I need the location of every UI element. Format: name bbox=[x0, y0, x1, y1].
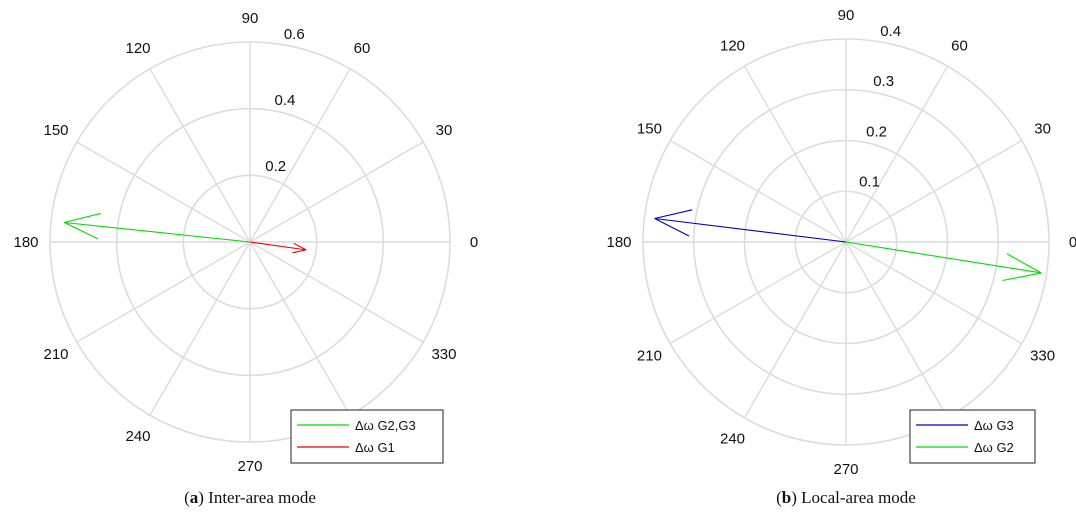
angle-tick-label: 120 bbox=[125, 40, 150, 57]
legend-entry: Δω G2,G3 bbox=[355, 418, 416, 433]
angle-tick-label: 0 bbox=[1069, 234, 1076, 251]
arrow-head bbox=[64, 221, 99, 240]
angle-tick-label: 330 bbox=[1030, 348, 1055, 365]
legend: Δω G2,G3 Δω G1 bbox=[290, 409, 444, 464]
radial-tick-label: 0.4 bbox=[880, 23, 901, 40]
chart-caption: (b) Local-area mode bbox=[776, 488, 916, 507]
radial-tick-label: 0.1 bbox=[859, 174, 880, 191]
radial-tick-label: 0.3 bbox=[873, 73, 894, 90]
grid-spoke bbox=[76, 141, 251, 243]
phasor-arrow bbox=[249, 241, 307, 251]
arrow-head bbox=[1006, 253, 1042, 274]
legend-entry: Δω G3 bbox=[974, 418, 1014, 433]
arrow-head bbox=[64, 212, 101, 224]
grid-spoke bbox=[249, 141, 424, 243]
arrow-head bbox=[654, 209, 693, 220]
arrow-head bbox=[1002, 272, 1042, 282]
grid-spoke bbox=[669, 139, 847, 243]
polar-chart-b: 0 30 60 90 120 150 180 210 240 270 330 0.1 0.2 0.3 0.4… bbox=[606, 7, 1076, 507]
angle-tick-label: 270 bbox=[237, 458, 262, 475]
grid-spoke bbox=[76, 241, 251, 343]
angle-tick-label: 150 bbox=[637, 121, 662, 138]
angle-tick-label: 240 bbox=[720, 431, 745, 448]
grid-spoke bbox=[845, 65, 949, 243]
grid-spoke bbox=[743, 241, 847, 419]
grid-spoke bbox=[845, 241, 1023, 345]
angle-tick-label: 90 bbox=[242, 10, 259, 27]
grid-spoke bbox=[249, 241, 424, 343]
radial-tick-label: 0.6 bbox=[284, 26, 305, 43]
angle-tick-label: 30 bbox=[1034, 121, 1051, 138]
angle-tick-label: 210 bbox=[637, 348, 662, 365]
arrow-head bbox=[293, 242, 307, 251]
phasor-arrow bbox=[654, 217, 847, 243]
arrow-head bbox=[654, 218, 690, 237]
legend: Δω G3 Δω G2 bbox=[909, 409, 1036, 464]
chart-caption: (a) Inter-area mode bbox=[184, 488, 316, 507]
grid-spoke bbox=[845, 241, 949, 419]
phasor-arrow bbox=[845, 241, 1042, 274]
angle-tick-label: 30 bbox=[436, 122, 453, 139]
radial-tick-label: 0.2 bbox=[866, 123, 887, 140]
legend-box bbox=[290, 409, 444, 464]
arrow-head bbox=[292, 249, 307, 254]
angle-tick-label: 180 bbox=[13, 234, 38, 251]
polar-chart-a: 0 30 60 90 120 150 180 210 240 270 330 0.2 0.4 0.6 Δω … bbox=[13, 10, 478, 507]
angle-tick-label: 270 bbox=[833, 461, 858, 478]
angle-tick-label: 210 bbox=[43, 346, 68, 363]
grid-spoke bbox=[149, 68, 251, 243]
radial-tick-label: 0.2 bbox=[265, 158, 286, 175]
grid-spoke bbox=[249, 68, 351, 243]
grid-spoke bbox=[249, 241, 351, 416]
legend-entry: Δω G2 bbox=[974, 440, 1014, 455]
legend-box bbox=[909, 409, 1036, 464]
angle-tick-label: 330 bbox=[431, 346, 456, 363]
grid-spoke bbox=[845, 139, 1023, 243]
grid-spoke bbox=[149, 241, 251, 416]
angle-tick-label: 120 bbox=[720, 37, 745, 54]
angle-tick-label: 150 bbox=[43, 122, 68, 139]
angle-tick-label: 90 bbox=[838, 7, 855, 24]
legend-entry: Δω G1 bbox=[355, 440, 395, 455]
angle-tick-label: 60 bbox=[951, 37, 968, 54]
angle-tick-label: 180 bbox=[606, 234, 631, 251]
angle-tick-label: 60 bbox=[354, 40, 371, 57]
angle-tick-label: 240 bbox=[125, 428, 150, 445]
phasor-arrow bbox=[64, 221, 251, 243]
radial-tick-label: 0.4 bbox=[275, 92, 296, 109]
grid-spoke bbox=[743, 65, 847, 243]
grid-spoke bbox=[669, 241, 847, 345]
angle-tick-label: 0 bbox=[470, 234, 478, 251]
